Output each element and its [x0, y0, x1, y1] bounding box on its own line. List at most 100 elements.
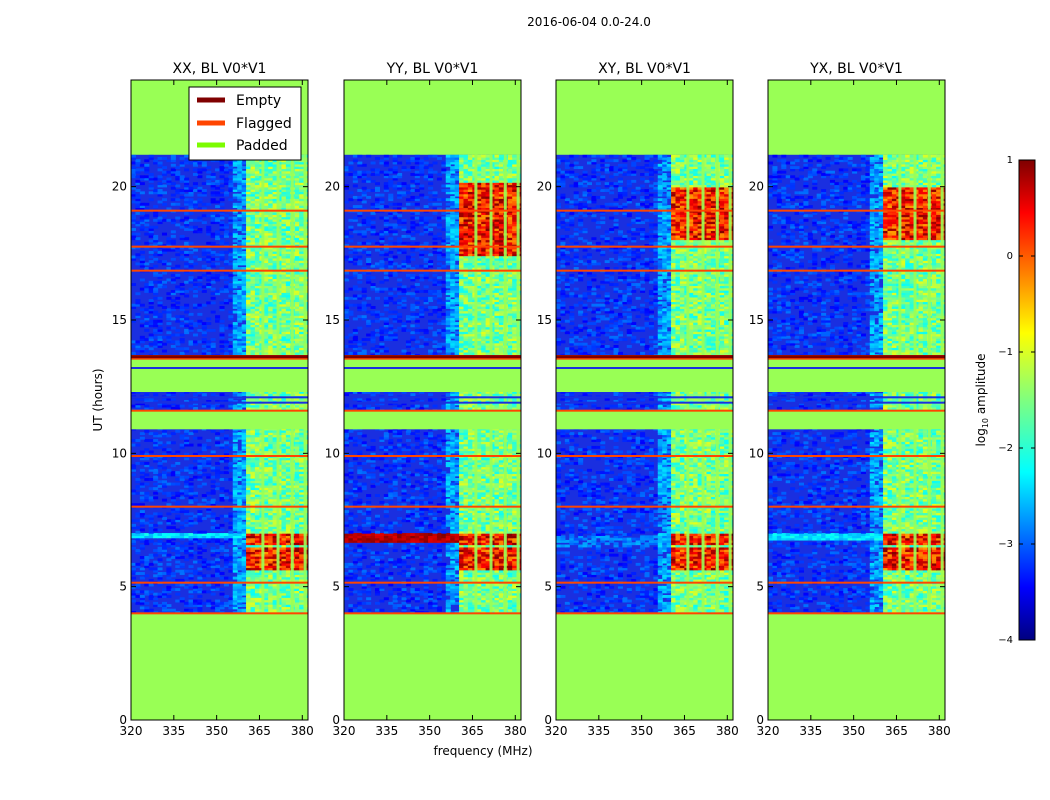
heatmap-cell [219, 523, 225, 527]
heatmap-cell [294, 223, 300, 227]
heatmap-cell [268, 601, 274, 605]
heatmap-cell [179, 237, 185, 241]
heatmap-cell [179, 393, 185, 397]
heatmap-cell [246, 567, 252, 571]
heatmap-cell [285, 173, 291, 176]
heatmap-cell [237, 303, 243, 307]
heatmap-cell [281, 560, 287, 564]
heatmap-cell [139, 432, 145, 436]
heatmap-cell [272, 487, 278, 491]
heatmap-cell [277, 551, 283, 555]
heatmap-cell [285, 230, 291, 234]
heatmap-cell [210, 393, 216, 397]
heatmap-cell [206, 244, 212, 247]
heatmap-cell [161, 443, 167, 447]
heatmap-cell [263, 285, 269, 289]
heatmap-cell [246, 202, 252, 206]
heatmap-cell [277, 191, 283, 195]
heatmap-cell [215, 517, 221, 520]
heatmap-cell [285, 301, 291, 305]
heatmap-cell [170, 544, 176, 548]
heatmap-cell [263, 482, 269, 486]
heatmap-cell [237, 450, 243, 454]
heatmap-cell [148, 553, 154, 557]
heatmap-cell [192, 278, 198, 282]
heatmap-cell [277, 198, 283, 202]
heatmap-cell [157, 335, 163, 339]
heatmap-cell [210, 253, 216, 257]
heatmap-cell [299, 503, 305, 507]
heatmap-cell [228, 565, 234, 569]
heatmap-cell [148, 498, 154, 502]
heatmap-cell [148, 239, 154, 243]
heatmap-cell [148, 439, 154, 442]
heatmap-cell [188, 264, 194, 268]
heatmap-cell [237, 592, 243, 596]
heatmap-cell [268, 212, 274, 215]
heatmap-cell [299, 237, 305, 241]
heatmap-cell [299, 480, 305, 484]
heatmap-cell [281, 184, 287, 188]
heatmap-cell [281, 289, 287, 293]
heatmap-cell [161, 429, 167, 433]
heatmap-cell [228, 273, 234, 277]
heatmap-cell [175, 553, 181, 557]
heatmap-cell [277, 402, 283, 406]
heatmap-cell [179, 234, 185, 238]
heatmap-cell [170, 491, 176, 495]
heatmap-cell [201, 560, 207, 564]
heatmap-cell [148, 526, 154, 530]
heatmap-cell [179, 445, 185, 449]
heatmap-cell [241, 241, 247, 245]
heatmap-cell [166, 562, 172, 566]
heatmap-cell [268, 189, 274, 192]
heatmap-cell [170, 289, 176, 293]
heatmap-cell [285, 533, 291, 536]
heatmap-cell [277, 459, 283, 463]
heatmap-cell [144, 496, 150, 500]
heatmap-cell [277, 487, 283, 491]
heatmap-cell [131, 599, 137, 603]
heatmap-cell [210, 345, 216, 348]
heatmap-cell [254, 345, 260, 348]
heatmap-cell [263, 260, 269, 264]
heatmap-cell [272, 335, 278, 339]
heatmap-cell [166, 390, 172, 394]
heatmap-cell [179, 255, 185, 259]
heatmap-cell [184, 262, 190, 266]
heatmap-cell [228, 514, 234, 518]
heatmap-cell [144, 232, 150, 236]
heatmap-cell [210, 264, 216, 268]
heatmap-cell [241, 342, 247, 346]
heatmap-cell [170, 170, 176, 174]
heatmap-cell [272, 445, 278, 449]
heatmap-cell [299, 328, 305, 332]
heatmap-cell [281, 198, 287, 202]
heatmap-cell [232, 244, 238, 247]
heatmap-cell [210, 535, 216, 539]
heatmap-cell [246, 597, 252, 601]
heatmap-cell [299, 457, 305, 461]
heatmap-cell [281, 588, 287, 591]
heatmap-cell [135, 340, 141, 344]
heatmap-cell [210, 177, 216, 181]
heatmap-cell [272, 441, 278, 445]
heatmap-cell [228, 521, 234, 525]
heatmap-cell [254, 319, 260, 323]
heatmap-cell [184, 241, 190, 245]
heatmap-cell [139, 475, 145, 479]
heatmap-cell [148, 468, 154, 472]
heatmap-cell [268, 296, 274, 300]
heatmap-cell [294, 517, 300, 520]
heatmap-cell [254, 450, 260, 454]
heatmap-cell [281, 287, 287, 291]
heatmap-cell [294, 406, 300, 410]
heatmap-cell [250, 457, 256, 461]
heatmap-cell [232, 271, 238, 275]
heatmap-cell [215, 406, 221, 410]
heatmap-cell [241, 585, 247, 589]
heatmap-cell [139, 539, 145, 543]
heatmap-cell [188, 535, 194, 539]
heatmap-cell [161, 491, 167, 495]
heatmap-cell [254, 218, 260, 222]
